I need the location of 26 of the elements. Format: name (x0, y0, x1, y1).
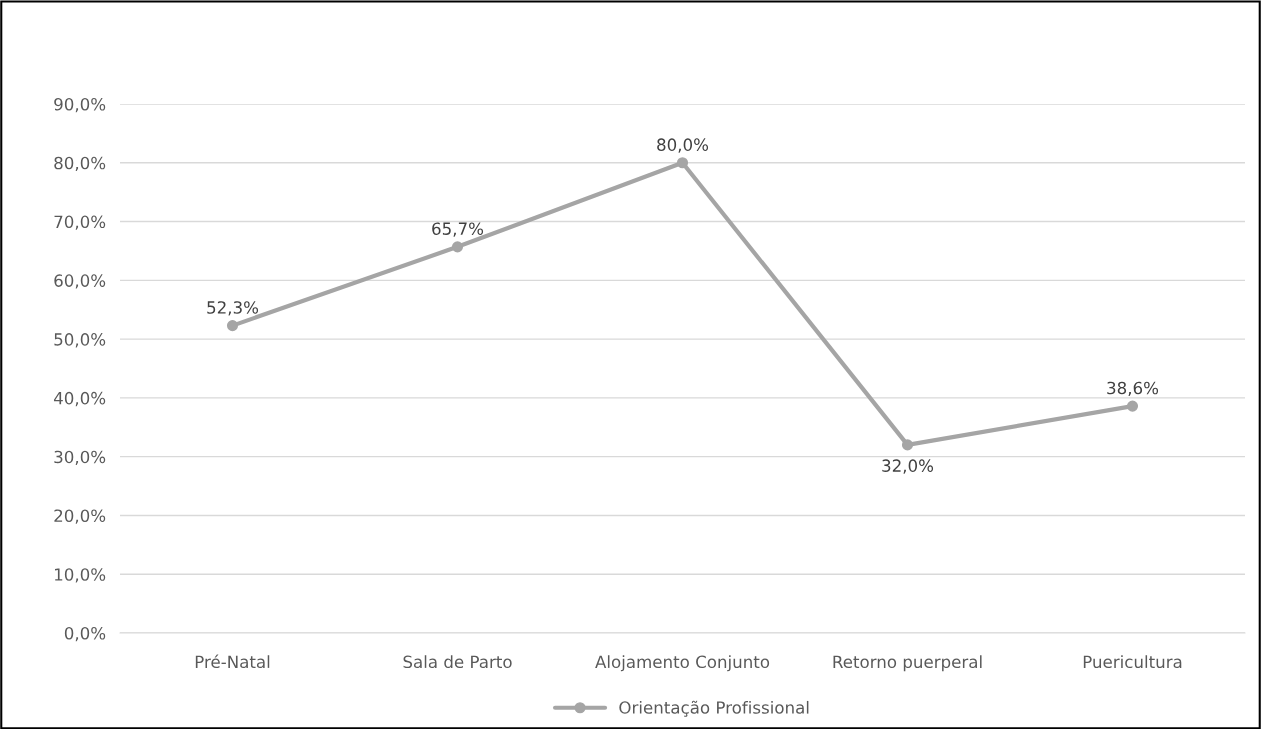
x-tick-label: Alojamento Conjunto (595, 655, 770, 672)
x-tick-label: Sala de Parto (403, 655, 512, 669)
point (676, 157, 689, 169)
data-label: 65,7% (432, 222, 484, 237)
point (1126, 400, 1139, 412)
y-tick-label: 30,0% (54, 450, 106, 465)
x-tick-label: Pré-Natal (195, 654, 270, 669)
x-tick-label: Retorno puerperal (833, 655, 982, 672)
x-tick-label: Puericultura (1083, 655, 1182, 669)
point (226, 320, 239, 332)
data-label: 52,3% (207, 301, 259, 316)
y-tick-label: 10,0% (55, 568, 106, 583)
data-label: 38,6% (1107, 381, 1159, 396)
data-label: 32,0% (882, 459, 934, 474)
y-tick-label: 0,0% (64, 626, 106, 642)
y-tick-label: 90,0% (54, 97, 106, 113)
data-label: 80,0% (657, 138, 709, 153)
point (901, 439, 914, 451)
y-tick-label: 50,0% (54, 333, 106, 348)
y-tick-label: 80,0% (54, 156, 106, 172)
y-tick-label: 20,0% (54, 509, 106, 524)
y-tick-label: 40,0% (53, 391, 106, 407)
legend-label: Orientação Profissional (619, 700, 809, 717)
point (451, 241, 464, 253)
y-tick-label: 60,0% (54, 274, 106, 289)
y-tick-label: 70,0% (54, 215, 106, 230)
